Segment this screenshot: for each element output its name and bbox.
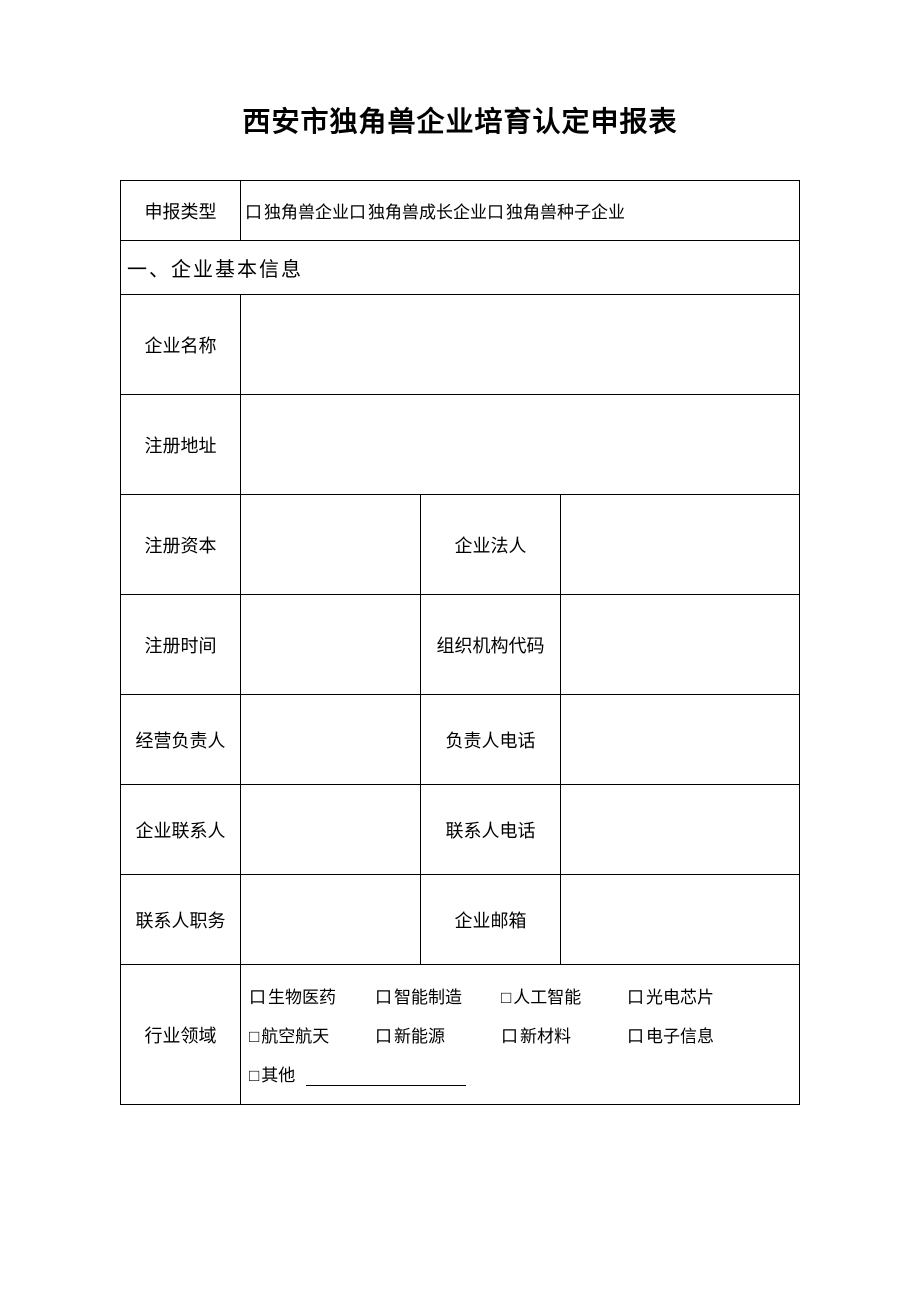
row-company-name: 企业名称 [121,295,800,395]
checkbox-unicorn[interactable]: 口独角兽企业 [245,203,349,222]
row-operation-manager: 经营负责人 负责人电话 [121,695,800,785]
checkbox-optoelectronic-chip[interactable]: 口光电芯片 [627,983,747,1008]
checkbox-seed-unicorn[interactable]: 口独角兽种子企业 [487,203,625,222]
row-section-basic-info: 一、企业基本信息 [121,241,800,295]
label-registered-capital: 注册资本 [121,495,241,595]
checkbox-ai[interactable]: □人工智能 [501,983,621,1008]
value-contact-position[interactable] [241,875,421,965]
label-application-type: 申报类型 [121,181,241,241]
section-header-basic-info: 一、企业基本信息 [121,241,800,295]
row-registered-address: 注册地址 [121,395,800,495]
value-contact-person[interactable] [241,785,421,875]
value-operation-manager[interactable] [241,695,421,785]
checkbox-other[interactable]: □其他 [249,1066,295,1085]
label-registered-time: 注册时间 [121,595,241,695]
checkbox-aerospace[interactable]: □航空航天 [249,1022,369,1047]
value-company-name[interactable] [241,295,800,395]
row-industry-field: 行业领域 口生物医药 口智能制造 □人工智能 口光电芯片 □航空航天 口新能源 … [121,965,800,1105]
checkbox-new-material[interactable]: 口新材料 [501,1022,621,1047]
label-operation-manager: 经营负责人 [121,695,241,785]
label-contact-position: 联系人职务 [121,875,241,965]
row-registered-time: 注册时间 组织机构代码 [121,595,800,695]
label-manager-phone: 负责人电话 [421,695,561,785]
row-registered-capital: 注册资本 企业法人 [121,495,800,595]
label-industry-field: 行业领域 [121,965,241,1105]
label-legal-person: 企业法人 [421,495,561,595]
value-contact-phone[interactable] [561,785,800,875]
application-form-table: 申报类型 口独角兽企业口独角兽成长企业口独角兽种子企业 一、企业基本信息 企业名… [120,180,800,1105]
label-company-email: 企业邮箱 [421,875,561,965]
row-application-type: 申报类型 口独角兽企业口独角兽成长企业口独角兽种子企业 [121,181,800,241]
value-application-type: 口独角兽企业口独角兽成长企业口独角兽种子企业 [241,181,800,241]
value-org-code[interactable] [561,595,800,695]
checkbox-new-energy[interactable]: 口新能源 [375,1022,495,1047]
value-company-email[interactable] [561,875,800,965]
checkbox-smart-mfg[interactable]: 口智能制造 [375,983,495,1008]
row-contact-position: 联系人职务 企业邮箱 [121,875,800,965]
value-industry-field: 口生物医药 口智能制造 □人工智能 口光电芯片 □航空航天 口新能源 口新材料 … [241,965,800,1105]
label-registered-address: 注册地址 [121,395,241,495]
value-manager-phone[interactable] [561,695,800,785]
value-registered-address[interactable] [241,395,800,495]
form-title: 西安市独角兽企业培育认定申报表 [120,100,800,140]
value-legal-person[interactable] [561,495,800,595]
value-registered-time[interactable] [241,595,421,695]
other-blank-line[interactable] [306,1085,466,1086]
checkbox-electronic-info[interactable]: 口电子信息 [627,1022,747,1047]
label-company-name: 企业名称 [121,295,241,395]
label-contact-phone: 联系人电话 [421,785,561,875]
checkbox-growth-unicorn[interactable]: 口独角兽成长企业 [349,203,487,222]
checkbox-biomed[interactable]: 口生物医药 [249,983,369,1008]
value-registered-capital[interactable] [241,495,421,595]
label-org-code: 组织机构代码 [421,595,561,695]
row-contact-person: 企业联系人 联系人电话 [121,785,800,875]
label-contact-person: 企业联系人 [121,785,241,875]
